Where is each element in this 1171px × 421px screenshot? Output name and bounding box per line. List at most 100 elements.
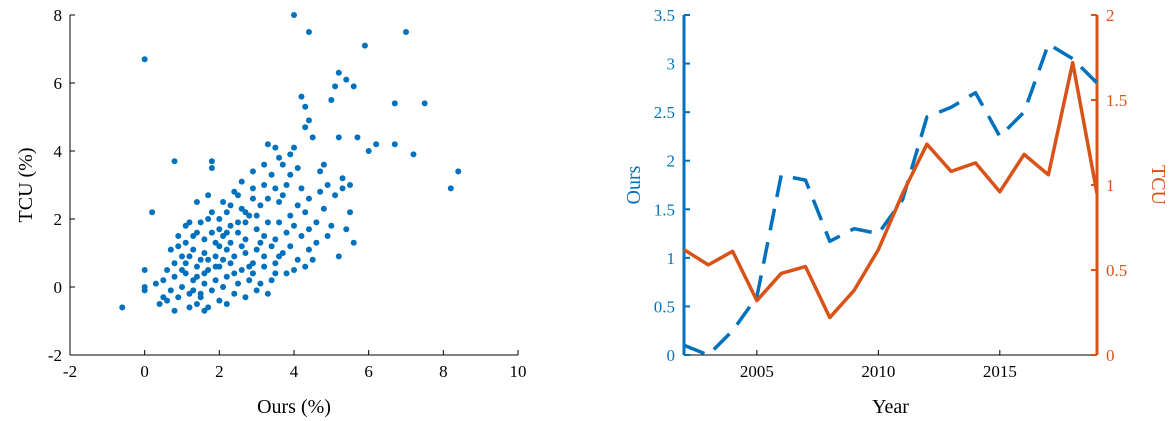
scatter-point	[276, 253, 283, 260]
scatter-point	[391, 141, 398, 148]
left-y-tick-label: 3.5	[654, 6, 675, 25]
scatter-point	[242, 209, 249, 216]
x-tick-label: 6	[364, 362, 373, 381]
scatter-point	[220, 256, 227, 263]
scatter-point	[261, 161, 268, 168]
x-tick-label: 2010	[861, 362, 895, 381]
scatter-point	[231, 253, 238, 260]
scatter-point	[175, 233, 182, 239]
scatter-point	[220, 284, 227, 290]
scatter-point	[283, 270, 290, 277]
scatter-point	[298, 233, 305, 239]
scatter-point	[238, 267, 245, 273]
scatter-point	[238, 243, 245, 250]
scatter-point	[227, 260, 234, 267]
scatter-point	[332, 83, 339, 90]
scatter-point	[287, 171, 294, 178]
scatter-point	[205, 256, 212, 263]
scatter-point	[313, 239, 320, 246]
scatter-point	[193, 301, 200, 307]
scatter-point	[197, 219, 204, 226]
right-y-tick-label: 1.5	[1106, 91, 1127, 110]
scatter-point	[216, 243, 223, 250]
scatter-point	[223, 273, 230, 280]
scatter-point	[361, 42, 368, 49]
scatter-point	[119, 304, 126, 311]
scatter-point	[141, 287, 148, 294]
scatter-point	[276, 219, 283, 226]
scatter-point	[261, 253, 268, 260]
scatter-point	[291, 12, 297, 18]
x-tick-label: 2005	[740, 362, 774, 381]
scatter-point	[350, 83, 357, 90]
scatter-point	[347, 209, 353, 216]
scatter-point	[182, 222, 189, 229]
left-y-tick-label: 0.5	[654, 297, 675, 316]
scatter-point	[365, 148, 372, 154]
scatter-point	[141, 267, 148, 273]
scatter-point	[324, 233, 331, 239]
right-y-tick-label: 2	[1106, 6, 1115, 25]
y-tick-label: 6	[54, 74, 63, 93]
scatter-point	[410, 151, 417, 158]
y-tick-label: -2	[48, 346, 62, 365]
scatter-point	[205, 192, 212, 199]
dual-axis-line-plot: 2005 2010 2015 0 0.5 1 1.5 2 2.5 3 3.5 0 0.5 1 1.5 2 Yea…	[623, 6, 1169, 418]
left-y-tick-label: 0	[667, 346, 676, 365]
scatter-point	[403, 29, 409, 35]
scatter-point	[171, 273, 178, 280]
scatter-point	[305, 226, 312, 233]
scatter-point	[235, 280, 241, 287]
y-tick-label: 0	[54, 278, 63, 297]
scatter-point	[242, 219, 249, 226]
scatter-point	[291, 222, 297, 229]
scatter-point	[216, 226, 223, 233]
scatter-point	[261, 263, 268, 270]
scatter-point	[268, 243, 275, 250]
scatter-point	[152, 280, 159, 287]
x-tick-label: 10	[510, 362, 527, 381]
scatter-point	[171, 158, 178, 165]
scatter-point	[302, 124, 309, 131]
scatter-point	[242, 236, 249, 243]
x-axis-label: Ours (%)	[257, 396, 331, 418]
scatter-point	[283, 229, 290, 236]
scatter-point	[193, 273, 200, 280]
scatter-point	[246, 263, 253, 270]
scatter-point	[272, 236, 279, 243]
scatter-point	[287, 212, 294, 219]
scatter-point	[231, 270, 238, 277]
scatter-point	[216, 297, 223, 304]
scatter-point	[302, 263, 309, 270]
scatter-point	[320, 161, 327, 168]
y-tick-label: 2	[54, 210, 63, 229]
scatter-point	[257, 202, 264, 209]
scatter-point	[171, 307, 178, 314]
scatter-point	[227, 222, 234, 229]
scatter-point	[149, 209, 156, 216]
scatter-point	[164, 267, 171, 273]
scatter-point	[182, 260, 189, 267]
scatter-point	[421, 100, 428, 107]
scatter-point	[223, 301, 230, 307]
scatter-point	[347, 182, 353, 188]
scatter-point	[205, 216, 212, 222]
scatter-point	[320, 205, 327, 212]
scatter-point	[302, 103, 309, 110]
scatter-point	[208, 287, 215, 294]
scatter-point	[268, 171, 275, 178]
scatter-point	[156, 301, 163, 307]
scatter-point	[447, 185, 454, 192]
scatter-point	[373, 141, 380, 148]
scatter-point	[201, 280, 208, 287]
left-y-tick-label: 2	[667, 152, 676, 171]
scatter-point	[343, 226, 350, 233]
scatter-point	[212, 263, 219, 270]
scatter-point	[272, 260, 279, 267]
scatter-point	[249, 168, 256, 175]
scatter-point	[354, 134, 361, 141]
scatter-plot: -2 0 2 4 6 8 10 -2 0 2 4 6 8 Ours (%) TCU (%)	[15, 6, 527, 418]
scatter-point	[335, 134, 342, 141]
scatter-point	[238, 178, 245, 185]
scatter-point	[287, 243, 294, 250]
